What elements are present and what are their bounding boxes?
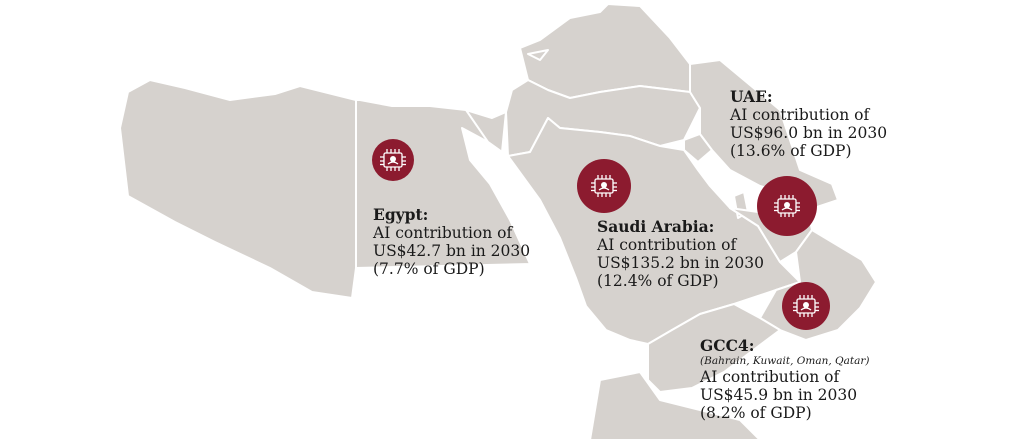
uae-line3: (13.6% of GDP)	[730, 142, 852, 160]
uae-name: UAE:	[730, 87, 773, 106]
libya-shape	[119, 79, 357, 299]
gcc4-name: GCC4:	[700, 336, 755, 355]
gcc4-line3: (8.2% of GDP)	[700, 404, 812, 422]
saudi-arabia-label: Saudi Arabia: AI contribution of US$135.…	[597, 217, 764, 291]
saudi-arabia-line1: AI contribution of	[597, 236, 737, 254]
cyprus-shape	[527, 49, 549, 61]
uae-label: UAE: AI contribution of US$96.0 bn in 20…	[730, 87, 888, 161]
saudi-arabia-line2: US$135.2 bn in 2030	[597, 254, 764, 272]
uae-line1: AI contribution of	[730, 106, 870, 124]
gcc4-label: GCC4: (Bahrain, Kuwait, Oman, Qatar) AI …	[700, 336, 870, 423]
saudi-arabia-line3: (12.4% of GDP)	[597, 272, 719, 290]
gcc4-line2: US$45.9 bn in 2030	[700, 386, 858, 404]
egypt-marker[interactable]	[372, 139, 414, 181]
yemen-shape	[647, 303, 781, 393]
egypt-line3: (7.7% of GDP)	[373, 260, 485, 278]
saudi-arabia-marker[interactable]	[577, 159, 631, 213]
sinai-shape	[465, 109, 507, 153]
gcc4-subtitle: (Bahrain, Kuwait, Oman, Qatar)	[700, 355, 870, 367]
horn-of-africa-shape	[589, 371, 761, 440]
egypt-name: Egypt:	[373, 205, 429, 224]
egypt-line1: AI contribution of	[373, 224, 513, 242]
gcc4-line1: AI contribution of	[700, 368, 840, 386]
saudi-arabia-name: Saudi Arabia:	[597, 217, 715, 236]
uae-line2: US$96.0 bn in 2030	[730, 124, 888, 142]
uae-marker[interactable]	[757, 176, 817, 236]
egypt-line2: US$42.7 bn in 2030	[373, 242, 531, 260]
gcc4-marker[interactable]	[782, 282, 830, 330]
egypt-label: Egypt: AI contribution of US$42.7 bn in …	[373, 205, 531, 279]
